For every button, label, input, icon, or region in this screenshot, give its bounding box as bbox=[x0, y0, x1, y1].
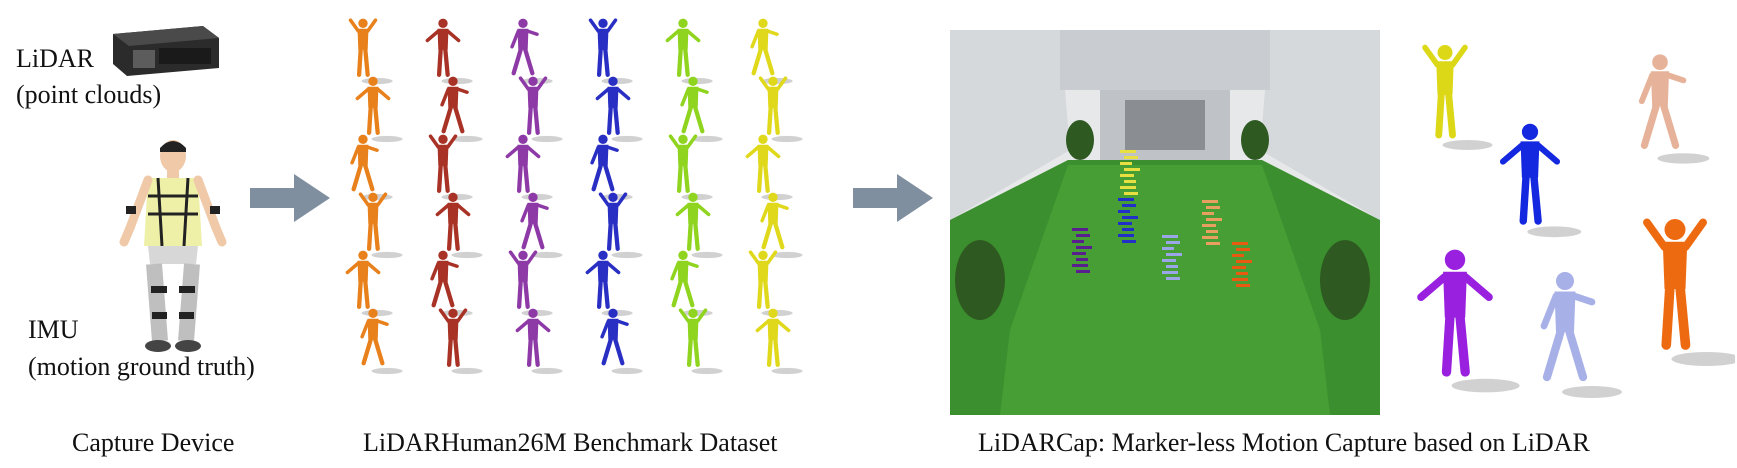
imu-sublabel: (motion ground truth) bbox=[28, 352, 255, 381]
dataset-figure bbox=[755, 308, 803, 375]
dataset-figure bbox=[510, 18, 553, 85]
dataset-figure bbox=[600, 308, 643, 375]
dataset-figure bbox=[360, 308, 403, 375]
dataset-figure bbox=[518, 76, 563, 143]
dataset-figure bbox=[748, 250, 793, 317]
dataset-figure bbox=[598, 192, 643, 259]
result-meshes bbox=[1417, 44, 1735, 398]
point-cloud-person bbox=[1120, 150, 1140, 195]
lidar-sublabel: (point clouds) bbox=[16, 80, 162, 109]
dataset-figure-grid bbox=[345, 18, 803, 375]
dataset-figure bbox=[430, 250, 473, 317]
person-wearing-imu-icon bbox=[119, 140, 227, 352]
dataset-figure bbox=[680, 76, 723, 143]
capture-scene-image bbox=[950, 30, 1380, 415]
point-cloud-person bbox=[1072, 228, 1092, 273]
right-arrow-icon bbox=[853, 174, 933, 222]
dataset-figure bbox=[585, 250, 633, 317]
mesh-figure bbox=[1540, 272, 1622, 398]
caption-capture-device: Capture Device bbox=[72, 428, 235, 457]
mesh-figure bbox=[1417, 249, 1520, 393]
mesh-figure bbox=[1499, 123, 1582, 238]
dataset-figure bbox=[588, 18, 633, 85]
dataset-figure bbox=[760, 192, 803, 259]
right-arrow-icon bbox=[250, 174, 330, 222]
dataset-figure bbox=[758, 76, 803, 143]
caption-method: LiDARCap: Marker-less Motion Capture bas… bbox=[978, 428, 1590, 457]
dataset-figure bbox=[515, 308, 563, 375]
point-cloud-person bbox=[1232, 242, 1252, 287]
point-cloud-person bbox=[1162, 235, 1182, 280]
imu-label: IMU bbox=[28, 315, 79, 344]
point-cloud-person bbox=[1202, 200, 1222, 245]
mesh-figure bbox=[1422, 44, 1493, 150]
dataset-figure bbox=[595, 76, 643, 143]
mesh-figure bbox=[1638, 54, 1710, 164]
caption-dataset: LiDARHuman26M Benchmark Dataset bbox=[363, 428, 778, 457]
dataset-figure bbox=[358, 192, 403, 259]
lidar-device-icon bbox=[113, 26, 219, 76]
dataset-figure bbox=[665, 18, 713, 85]
dataset-figure bbox=[590, 134, 633, 201]
dataset-figure bbox=[520, 192, 563, 259]
dataset-figure bbox=[435, 192, 483, 259]
dataset-figure bbox=[425, 18, 473, 85]
dataset-figure bbox=[345, 250, 393, 317]
point-cloud-person bbox=[1118, 198, 1138, 243]
dataset-figure bbox=[440, 76, 483, 143]
dataset-figure bbox=[508, 250, 553, 317]
dataset-figure bbox=[505, 134, 553, 201]
dataset-figure bbox=[670, 250, 713, 317]
dataset-figure bbox=[348, 18, 393, 85]
dataset-figure bbox=[750, 18, 793, 85]
mesh-figure bbox=[1643, 218, 1735, 366]
dataset-figure bbox=[355, 76, 403, 143]
dataset-figure bbox=[428, 134, 473, 201]
dataset-figure bbox=[438, 308, 483, 375]
dataset-figure bbox=[745, 134, 793, 201]
dataset-figure bbox=[678, 308, 723, 375]
dataset-figure bbox=[350, 134, 393, 201]
dataset-figure bbox=[668, 134, 713, 201]
lidar-label: LiDAR bbox=[16, 44, 94, 73]
dataset-figure bbox=[675, 192, 723, 259]
